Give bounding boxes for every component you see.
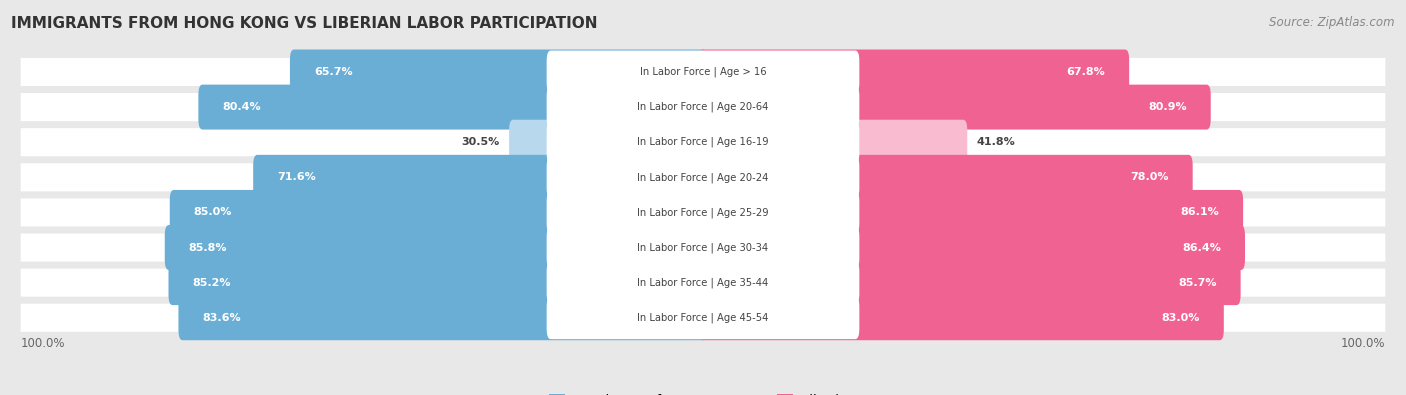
Text: 85.7%: 85.7% bbox=[1178, 278, 1216, 288]
FancyBboxPatch shape bbox=[165, 225, 707, 270]
FancyBboxPatch shape bbox=[547, 51, 859, 93]
FancyBboxPatch shape bbox=[699, 295, 1223, 340]
FancyBboxPatch shape bbox=[198, 85, 707, 130]
FancyBboxPatch shape bbox=[253, 155, 707, 200]
Text: In Labor Force | Age 25-29: In Labor Force | Age 25-29 bbox=[637, 207, 769, 218]
FancyBboxPatch shape bbox=[21, 233, 1385, 261]
FancyBboxPatch shape bbox=[21, 304, 1385, 332]
FancyBboxPatch shape bbox=[547, 86, 859, 128]
FancyBboxPatch shape bbox=[699, 190, 1243, 235]
Text: In Labor Force | Age 45-54: In Labor Force | Age 45-54 bbox=[637, 312, 769, 323]
Text: 86.4%: 86.4% bbox=[1182, 243, 1222, 252]
Text: 80.9%: 80.9% bbox=[1149, 102, 1187, 112]
Text: In Labor Force | Age 20-24: In Labor Force | Age 20-24 bbox=[637, 172, 769, 182]
Text: In Labor Force | Age 30-34: In Labor Force | Age 30-34 bbox=[637, 242, 769, 253]
FancyBboxPatch shape bbox=[21, 163, 1385, 191]
Text: 67.8%: 67.8% bbox=[1067, 67, 1105, 77]
Text: IMMIGRANTS FROM HONG KONG VS LIBERIAN LABOR PARTICIPATION: IMMIGRANTS FROM HONG KONG VS LIBERIAN LA… bbox=[11, 16, 598, 31]
FancyBboxPatch shape bbox=[179, 295, 707, 340]
FancyBboxPatch shape bbox=[547, 261, 859, 304]
FancyBboxPatch shape bbox=[21, 58, 1385, 86]
Text: 80.4%: 80.4% bbox=[222, 102, 262, 112]
FancyBboxPatch shape bbox=[290, 49, 707, 94]
FancyBboxPatch shape bbox=[547, 156, 859, 199]
Text: 71.6%: 71.6% bbox=[277, 172, 316, 182]
Text: 100.0%: 100.0% bbox=[21, 337, 65, 350]
FancyBboxPatch shape bbox=[509, 120, 707, 165]
Text: 85.0%: 85.0% bbox=[194, 207, 232, 217]
Text: 41.8%: 41.8% bbox=[977, 137, 1015, 147]
Text: 78.0%: 78.0% bbox=[1130, 172, 1168, 182]
FancyBboxPatch shape bbox=[699, 85, 1211, 130]
Text: In Labor Force | Age 20-64: In Labor Force | Age 20-64 bbox=[637, 102, 769, 112]
Text: 100.0%: 100.0% bbox=[1341, 337, 1385, 350]
FancyBboxPatch shape bbox=[21, 198, 1385, 226]
FancyBboxPatch shape bbox=[547, 296, 859, 339]
Text: In Labor Force | Age > 16: In Labor Force | Age > 16 bbox=[640, 67, 766, 77]
FancyBboxPatch shape bbox=[547, 121, 859, 164]
FancyBboxPatch shape bbox=[169, 260, 707, 305]
FancyBboxPatch shape bbox=[699, 225, 1244, 270]
Legend: Immigrants from Hong Kong, Liberian: Immigrants from Hong Kong, Liberian bbox=[550, 394, 856, 395]
Text: In Labor Force | Age 16-19: In Labor Force | Age 16-19 bbox=[637, 137, 769, 147]
FancyBboxPatch shape bbox=[699, 155, 1192, 200]
Text: 85.8%: 85.8% bbox=[188, 243, 228, 252]
FancyBboxPatch shape bbox=[170, 190, 707, 235]
Text: 85.2%: 85.2% bbox=[193, 278, 231, 288]
FancyBboxPatch shape bbox=[21, 269, 1385, 297]
FancyBboxPatch shape bbox=[699, 260, 1240, 305]
Text: 30.5%: 30.5% bbox=[461, 137, 499, 147]
FancyBboxPatch shape bbox=[699, 49, 1129, 94]
Text: 83.6%: 83.6% bbox=[202, 313, 240, 323]
FancyBboxPatch shape bbox=[699, 120, 967, 165]
Text: In Labor Force | Age 35-44: In Labor Force | Age 35-44 bbox=[637, 277, 769, 288]
Text: 86.1%: 86.1% bbox=[1181, 207, 1219, 217]
FancyBboxPatch shape bbox=[21, 93, 1385, 121]
FancyBboxPatch shape bbox=[547, 191, 859, 234]
FancyBboxPatch shape bbox=[21, 128, 1385, 156]
Text: 83.0%: 83.0% bbox=[1161, 313, 1199, 323]
FancyBboxPatch shape bbox=[547, 226, 859, 269]
Text: 65.7%: 65.7% bbox=[314, 67, 353, 77]
Text: Source: ZipAtlas.com: Source: ZipAtlas.com bbox=[1270, 16, 1395, 29]
